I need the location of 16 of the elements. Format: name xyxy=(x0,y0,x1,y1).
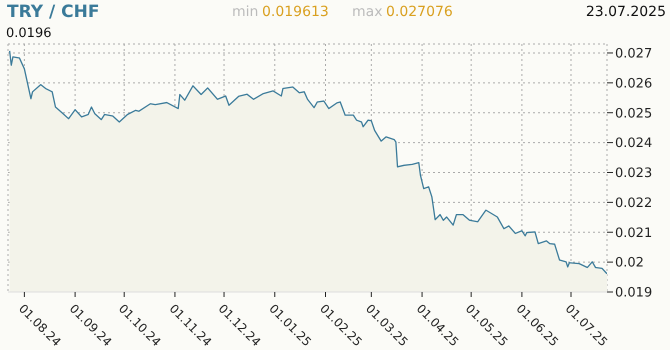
y-tick-label: 0.026 xyxy=(615,76,652,92)
text: max xyxy=(352,4,383,20)
text: min xyxy=(232,4,258,20)
text: 0.0196 xyxy=(6,26,52,41)
text: 0.019613 xyxy=(262,4,329,20)
text: 23.07.2025 xyxy=(586,4,666,20)
y-tick-label: 0.027 xyxy=(615,46,652,62)
y-tick-label: 0.023 xyxy=(615,166,652,182)
y-tick-label: 0.022 xyxy=(615,196,652,211)
y-tick-label: 0.019 xyxy=(615,286,652,301)
y-tick-label: 0.025 xyxy=(615,106,652,122)
y-tick-label: 0.02 xyxy=(615,256,644,271)
text: 0.027076 xyxy=(386,4,453,20)
chart-title: TRY / CHF xyxy=(7,2,100,22)
y-tick-label: 0.021 xyxy=(615,226,652,241)
y-tick-label: 0.024 xyxy=(615,136,652,152)
